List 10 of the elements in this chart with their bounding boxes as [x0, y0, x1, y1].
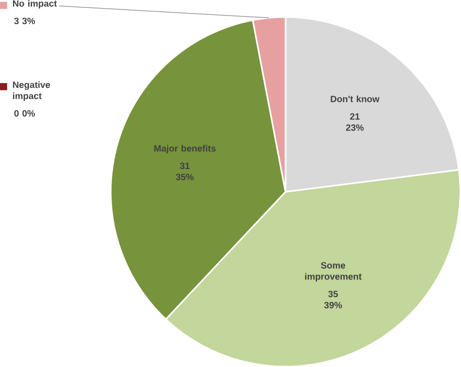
text: 0 0% — [14, 110, 35, 116]
data-label: 35 39% — [324, 290, 342, 308]
slice-label: Don't know — [330, 95, 380, 102]
legend-label: No impact — [13, 0, 57, 8]
slice-label: Major benefits — [154, 144, 216, 154]
data-label: 21 23% — [346, 113, 364, 131]
data-label: 31 35% — [176, 162, 194, 180]
slice-label: Some improvement — [305, 262, 362, 282]
data-label: 3 3% — [14, 18, 35, 24]
legend-label: Negative impact — [13, 81, 50, 101]
